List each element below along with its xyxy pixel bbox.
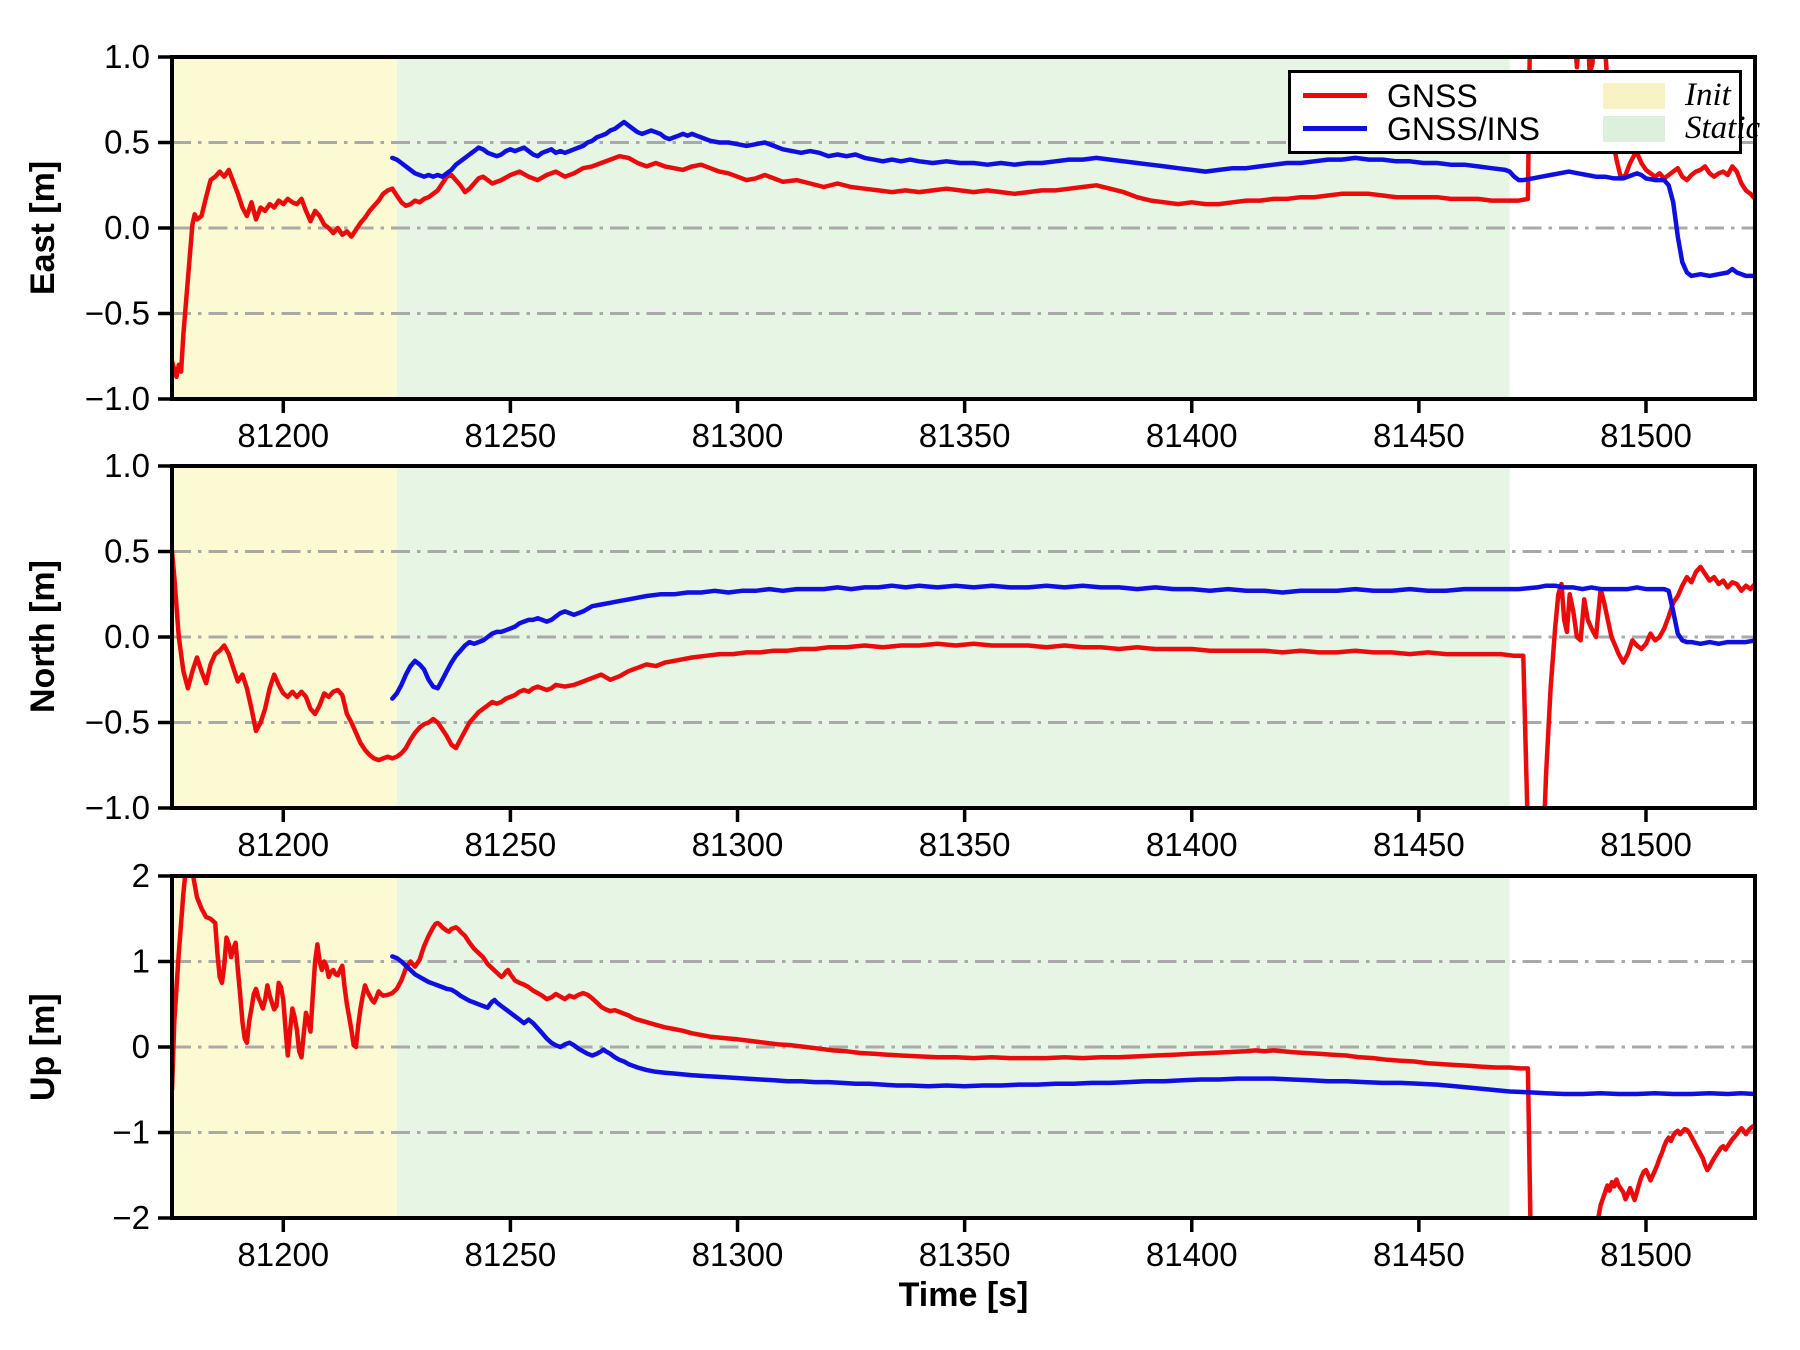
x-tick-label: 81450 bbox=[1373, 1236, 1465, 1273]
legend: GNSS Init GNSS/INS Static bbox=[1288, 70, 1760, 154]
ins-series-north bbox=[390, 583, 1755, 701]
x-tick-label: 81350 bbox=[919, 1236, 1011, 1273]
panel-north: 81200 81250 81300 81350 81400 81450 81500 1.0 0.… bbox=[85, 447, 1757, 863]
y-tick-label: 2 bbox=[132, 857, 150, 894]
x-tick-label: 81300 bbox=[692, 417, 784, 454]
gnss-series-north bbox=[172, 549, 1755, 808]
x-tick-label: 81350 bbox=[919, 826, 1011, 863]
y-tick-label: 0.0 bbox=[104, 209, 150, 246]
y-tick-label: 0.5 bbox=[104, 124, 150, 161]
x-tick-label: 81400 bbox=[1146, 1236, 1238, 1273]
x-tick-label: 81500 bbox=[1600, 826, 1692, 863]
gnss-line-swatch bbox=[1303, 93, 1367, 98]
y-tick-label: −1.0 bbox=[85, 380, 150, 417]
gnss-series-up bbox=[172, 876, 1755, 1218]
y-tick-label: −1.0 bbox=[85, 789, 150, 826]
static-patch-swatch bbox=[1603, 115, 1665, 142]
panel-up: 81200 81250 81300 81350 81400 81450 81500 2 1 0 −1… bbox=[112, 857, 1757, 1273]
x-tick-label: 81450 bbox=[1373, 826, 1465, 863]
x-tick-label: 81250 bbox=[465, 826, 557, 863]
x-tick-label: 81250 bbox=[465, 417, 557, 454]
y-tick-label: −1 bbox=[112, 1114, 150, 1151]
x-axis-label: Time [s] bbox=[898, 1276, 1029, 1314]
legend-label-gnss-ins: GNSS/INS bbox=[1387, 110, 1540, 147]
gnss-series-east bbox=[172, 57, 1755, 380]
x-tick-label: 81250 bbox=[465, 1236, 557, 1273]
x-tick-label: 81200 bbox=[237, 417, 329, 454]
y-tick-label: 1.0 bbox=[104, 447, 150, 484]
y-axis-label-north: North [m] bbox=[24, 560, 62, 714]
ins-series-up bbox=[390, 954, 1755, 1097]
legend-label-gnss: GNSS bbox=[1387, 77, 1478, 114]
y-tick-label: 0.5 bbox=[104, 533, 150, 570]
y-axis-label-up: Up [m] bbox=[24, 993, 62, 1101]
x-tick-label: 81400 bbox=[1146, 826, 1238, 863]
ins-series-east bbox=[390, 119, 1755, 279]
y-tick-label: −0.5 bbox=[85, 704, 150, 741]
init-patch-swatch bbox=[1603, 82, 1665, 109]
legend-label-init: Init bbox=[1685, 77, 1731, 113]
x-tick-label: 81500 bbox=[1600, 417, 1692, 454]
y-tick-label: 1 bbox=[132, 943, 150, 980]
x-tick-label: 81350 bbox=[919, 417, 1011, 454]
y-tick-label: 0 bbox=[132, 1028, 150, 1065]
legend-label-static: Static bbox=[1685, 110, 1761, 146]
gnss-ins-line-swatch bbox=[1303, 126, 1367, 131]
y-tick-label: −2 bbox=[112, 1199, 150, 1236]
y-tick-label: 0.0 bbox=[104, 618, 150, 655]
x-tick-label: 81200 bbox=[237, 1236, 329, 1273]
x-tick-label: 81300 bbox=[692, 1236, 784, 1273]
y-tick-label: 1.0 bbox=[104, 38, 150, 75]
y-axis-label-east: East [m] bbox=[24, 160, 62, 296]
x-tick-label: 81300 bbox=[692, 826, 784, 863]
x-tick-label: 81200 bbox=[237, 826, 329, 863]
x-tick-label: 81450 bbox=[1373, 417, 1465, 454]
x-tick-label: 81500 bbox=[1600, 1236, 1692, 1273]
y-tick-label: −0.5 bbox=[85, 295, 150, 332]
x-tick-label: 81400 bbox=[1146, 417, 1238, 454]
